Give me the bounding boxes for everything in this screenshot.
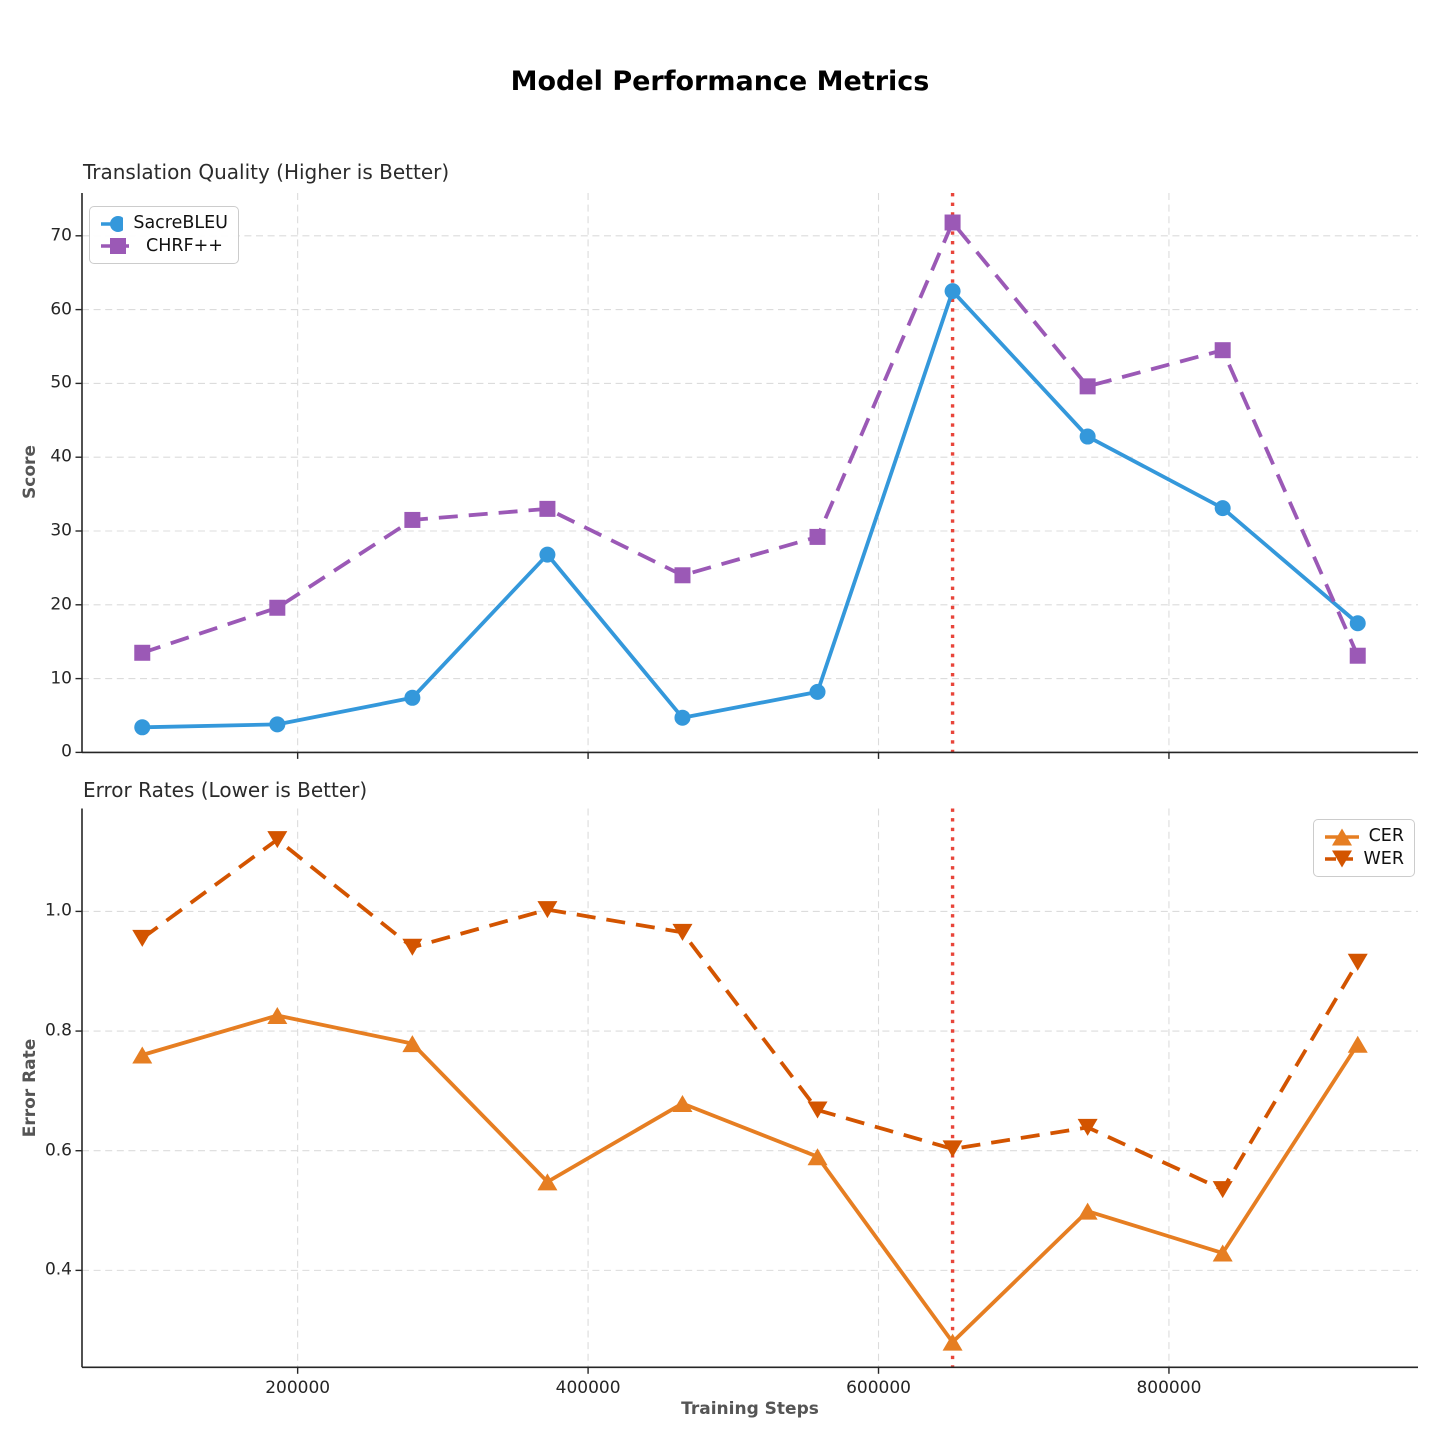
chart2: [75, 808, 1418, 1374]
legend-chrf++-sample: [101, 238, 135, 255]
series-cer-markers: [132, 1007, 1368, 1351]
legend-label: SacreBLEU: [133, 212, 228, 233]
chrf++-marker: [1214, 342, 1231, 359]
y-tick-label: 60: [50, 299, 72, 320]
legend-label: CER: [1368, 825, 1404, 846]
wer-marker: [672, 923, 693, 941]
sacrebleu-marker: [539, 546, 556, 563]
chrf++-marker: [1349, 647, 1366, 664]
y-tick-label: 70: [50, 225, 72, 246]
sacrebleu-marker: [134, 719, 151, 736]
chrf++-marker: [404, 511, 421, 528]
cer-marker: [1212, 1244, 1233, 1262]
legend-label: CHRF++: [146, 235, 223, 256]
y-tick-label: 10: [50, 668, 72, 689]
wer-marker: [942, 1140, 963, 1158]
x-tick-label: 800000: [1136, 1378, 1202, 1398]
x-tick-label: 600000: [846, 1378, 911, 1398]
sacrebleu-marker: [1349, 615, 1366, 632]
legend-cer-sample: [1325, 828, 1359, 846]
sacrebleu-marker: [944, 283, 961, 300]
legend-label: WER: [1363, 848, 1404, 869]
y-tick-label: 0.8: [44, 1020, 72, 1041]
series-wer-line: [141, 837, 1360, 1192]
cer-marker: [1347, 1035, 1368, 1053]
cer-marker: [267, 1007, 288, 1025]
legend-chart2: CER WER: [1313, 819, 1415, 877]
x-axis-label: Training Steps: [681, 1399, 819, 1419]
series-wer-markers: [132, 831, 1368, 1199]
series-sacrebleu-line: [142, 289, 1359, 730]
legend-item-cer: CER: [1324, 827, 1404, 847]
y-tick-label: 0.4: [44, 1259, 72, 1280]
cer-marker: [537, 1173, 558, 1191]
chrf++-marker: [809, 528, 826, 545]
chrf++-marker: [944, 214, 961, 231]
sacrebleu-marker: [1079, 428, 1096, 445]
chart1-title: Translation Quality (Higher is Better): [83, 160, 450, 184]
sacrebleu-marker: [1214, 500, 1231, 517]
chrf++-marker: [674, 567, 691, 584]
wer-marker-icon: [1332, 850, 1352, 868]
series-sacrebleu-markers: [134, 283, 1366, 736]
cer-marker: [672, 1094, 693, 1112]
chart1-y-axis-label: Score: [20, 445, 40, 499]
wer-marker: [1212, 1181, 1233, 1199]
chart2-title: Error Rates (Lower is Better): [83, 778, 368, 802]
sacrebleu-marker: [269, 716, 286, 733]
cer-marker: [942, 1333, 963, 1351]
sacrebleu-marker-icon: [110, 215, 124, 232]
chart1: [75, 193, 1418, 759]
x-tick-label: 200000: [265, 1378, 331, 1398]
wer-marker: [132, 929, 153, 947]
wer-marker: [1347, 953, 1368, 971]
y-tick-label: 0: [61, 741, 72, 762]
sacrebleu-marker: [809, 683, 826, 700]
y-tick-label: 30: [50, 520, 72, 541]
y-tick-label: 0.6: [44, 1140, 72, 1161]
chrf++-marker: [539, 500, 556, 517]
legend-chart1: SacreBLEU CHRF++: [89, 206, 239, 264]
main-title: Model Performance Metrics: [510, 66, 930, 97]
wer-marker: [1077, 1118, 1098, 1136]
series-chrf++-line: [141, 220, 1360, 657]
sacrebleu-marker: [404, 689, 421, 706]
wer-marker: [267, 831, 288, 849]
cer-marker-icon: [1332, 828, 1352, 846]
cer-marker: [402, 1035, 423, 1053]
legend-item-chrf++: CHRF++: [100, 236, 228, 256]
legend-item-wer: WER: [1324, 849, 1404, 869]
cer-marker: [807, 1148, 828, 1166]
chrf++-marker: [1079, 378, 1096, 395]
series-cer-line: [141, 1013, 1360, 1345]
wer-marker: [537, 901, 558, 919]
cer-marker: [1077, 1202, 1098, 1220]
wer-marker: [402, 938, 423, 956]
series-chrf++-markers: [134, 214, 1366, 664]
y-tick-label: 1.0: [44, 900, 72, 921]
y-tick-label: 20: [50, 594, 72, 615]
wer-marker: [807, 1101, 828, 1119]
chrf++-marker: [134, 644, 151, 661]
x-tick-label: 400000: [555, 1378, 621, 1398]
legend-item-sacrebleu: SacreBLEU: [100, 214, 228, 234]
sacrebleu-marker: [674, 709, 691, 726]
chrf++-marker-icon: [110, 238, 126, 255]
chrf++-marker: [269, 599, 286, 616]
y-tick-label: 50: [50, 372, 72, 393]
legend-sacrebleu-sample: [101, 215, 124, 232]
cer-marker: [132, 1046, 153, 1064]
legend-wer-sample: [1325, 850, 1354, 868]
y-tick-label: 40: [50, 446, 72, 467]
